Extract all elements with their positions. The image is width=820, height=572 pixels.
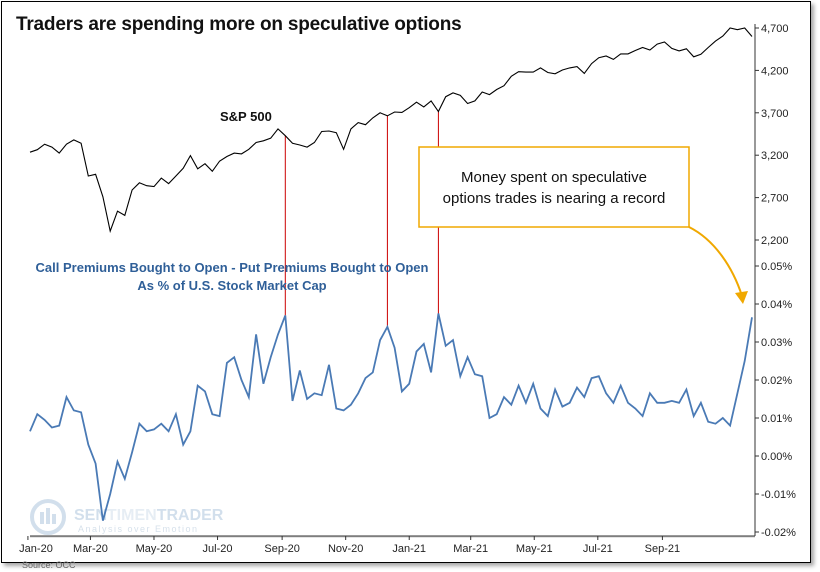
callout-arrowhead-icon — [735, 291, 748, 304]
premium-y-tick-label: -0.01% — [761, 489, 796, 501]
spx-y-tick-label: 2,200 — [761, 235, 789, 247]
callout-box: Money spent on speculative options trade… — [418, 146, 748, 304]
x-tick-label: Jul-21 — [583, 543, 613, 555]
x-tick-label: May-21 — [516, 543, 553, 555]
spx-y-tick-label: 4,700 — [761, 23, 789, 35]
x-tick-label: Jan-21 — [392, 543, 426, 555]
x-tick-label: May-20 — [136, 543, 173, 555]
premium-y-tick-label: 0.05% — [761, 261, 792, 273]
chart-frame — [1, 1, 811, 563]
spx-y-tick-label: 3,200 — [761, 150, 789, 162]
callout-line1: Money spent on speculative — [461, 169, 647, 186]
premium-label-line2: As % of U.S. Stock Market Cap — [137, 278, 326, 293]
watermark: SENTIMENTRADER Analysis over Emotion — [30, 499, 224, 535]
premium-y-tick-label: 0.03% — [761, 337, 792, 349]
x-tick-label: Mar-21 — [453, 543, 488, 555]
callout-border — [418, 146, 690, 228]
x-tick-label: Jan-20 — [19, 543, 53, 555]
callout-arrow — [688, 226, 743, 297]
premium-y-tick-label: 0.01% — [761, 413, 792, 425]
watermark-tagline: Analysis over Emotion — [78, 524, 199, 534]
spx-series — [29, 27, 753, 234]
vertical-marker-lines — [284, 111, 439, 327]
chart-title: Traders are spending more on speculative… — [16, 14, 462, 35]
watermark-logo-icon — [30, 499, 66, 535]
watermark-bar-icon — [46, 508, 50, 524]
watermark-bar-icon — [40, 512, 44, 524]
premium-y-tick-label: -0.02% — [761, 527, 796, 539]
spx-y-tick-label: 2,700 — [761, 193, 789, 205]
premium-label-line1: Call Premiums Bought to Open - Put Premi… — [36, 260, 429, 275]
x-axis: Jan-20 Mar-20 May-20 Jul-20 Sep-20 Nov-20 Jan-… — [19, 536, 680, 555]
watermark-bar-icon — [52, 514, 56, 524]
watermark-brand: SENTIMENTRADER — [74, 507, 224, 524]
premium-line — [29, 313, 753, 521]
spx-y-tick-label: 4,200 — [761, 65, 789, 77]
x-tick-label: Sep-21 — [645, 543, 680, 555]
spx-label: S&P 500 — [220, 109, 272, 124]
premium-y-axis: 0.05% 0.04% 0.03% 0.02% 0.01% 0.00% -0.01% -0.0… — [755, 261, 796, 539]
source-note: Source: OCC — [22, 560, 76, 570]
premium-series — [29, 313, 753, 521]
premium-y-tick-label: 0.02% — [761, 375, 792, 387]
callout-line2: options trades is nearing a record — [443, 190, 666, 207]
premium-y-tick-label: 0.04% — [761, 299, 792, 311]
x-tick-label: Nov-20 — [328, 543, 363, 555]
spx-y-tick-label: 3,700 — [761, 108, 789, 120]
x-tick-label: Mar-20 — [73, 543, 108, 555]
spx-y-axis: 4,700 4,200 3,700 3,200 2,700 2,200 — [755, 23, 789, 247]
x-tick-label: Sep-20 — [264, 543, 299, 555]
x-tick-label: Jul-20 — [203, 543, 233, 555]
spx-line — [29, 27, 753, 234]
premium-y-tick-label: 0.00% — [761, 451, 792, 463]
